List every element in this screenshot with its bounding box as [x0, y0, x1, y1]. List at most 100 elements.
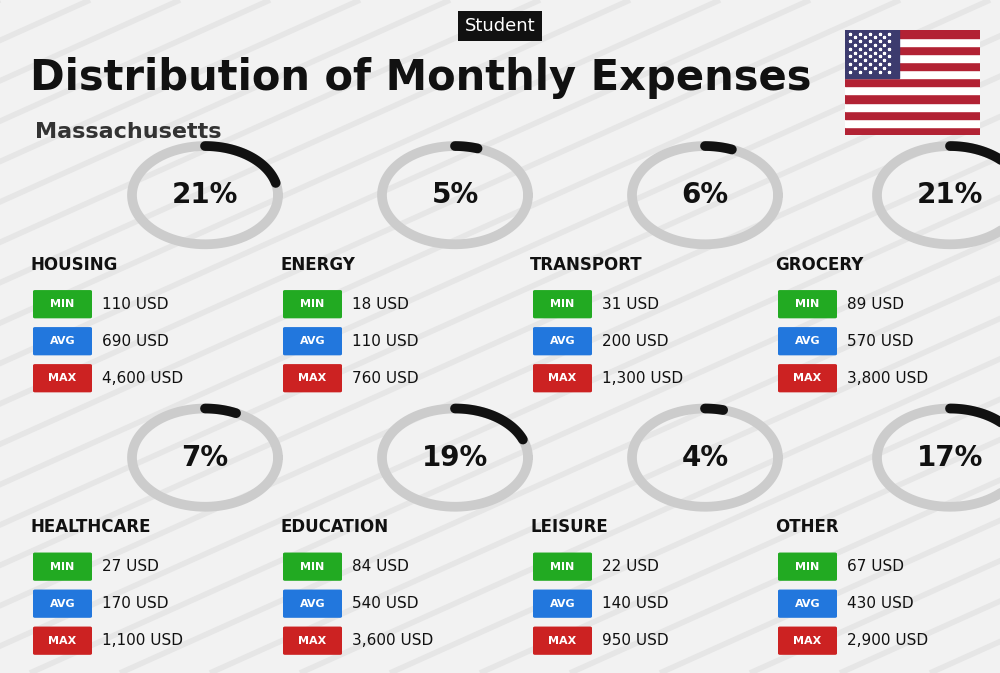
Text: 89 USD: 89 USD	[847, 297, 904, 312]
Text: 17%: 17%	[917, 444, 983, 472]
FancyBboxPatch shape	[33, 590, 92, 618]
Bar	[845, 110, 980, 118]
Bar	[845, 46, 980, 55]
Bar	[845, 71, 980, 79]
Text: 430 USD: 430 USD	[847, 596, 914, 611]
Text: AVG: AVG	[300, 336, 325, 346]
Text: 170 USD: 170 USD	[102, 596, 168, 611]
Text: 540 USD: 540 USD	[352, 596, 419, 611]
Text: 22 USD: 22 USD	[602, 559, 659, 574]
FancyBboxPatch shape	[283, 290, 342, 318]
FancyBboxPatch shape	[533, 364, 592, 392]
Text: 19%: 19%	[422, 444, 488, 472]
FancyBboxPatch shape	[283, 364, 342, 392]
FancyBboxPatch shape	[533, 290, 592, 318]
Text: OTHER: OTHER	[775, 518, 839, 536]
Text: HOUSING: HOUSING	[30, 256, 117, 274]
Text: 67 USD: 67 USD	[847, 559, 904, 574]
Text: 3,800 USD: 3,800 USD	[847, 371, 928, 386]
Text: 21%: 21%	[917, 181, 983, 209]
Bar	[845, 102, 980, 110]
Text: AVG: AVG	[50, 336, 75, 346]
Text: MAX: MAX	[793, 374, 822, 383]
Text: 27 USD: 27 USD	[102, 559, 159, 574]
Text: AVG: AVG	[795, 599, 820, 608]
Bar	[845, 94, 980, 102]
Text: ENERGY: ENERGY	[280, 256, 355, 274]
FancyBboxPatch shape	[533, 553, 592, 581]
Text: Student: Student	[465, 17, 535, 35]
FancyBboxPatch shape	[778, 364, 837, 392]
Text: MAX: MAX	[793, 636, 822, 645]
Text: 200 USD: 200 USD	[602, 334, 669, 349]
Bar	[845, 55, 980, 63]
FancyBboxPatch shape	[533, 590, 592, 618]
Text: Massachusetts: Massachusetts	[35, 122, 222, 143]
Text: 110 USD: 110 USD	[102, 297, 168, 312]
Text: HEALTHCARE: HEALTHCARE	[30, 518, 150, 536]
FancyBboxPatch shape	[283, 627, 342, 655]
Bar	[845, 118, 980, 127]
Text: MIN: MIN	[550, 562, 575, 571]
Text: 690 USD: 690 USD	[102, 334, 169, 349]
Text: 31 USD: 31 USD	[602, 297, 659, 312]
Bar	[845, 63, 980, 71]
Text: 760 USD: 760 USD	[352, 371, 419, 386]
Text: 5%: 5%	[431, 181, 479, 209]
Text: MIN: MIN	[300, 562, 325, 571]
FancyBboxPatch shape	[778, 290, 837, 318]
Text: AVG: AVG	[550, 599, 575, 608]
Text: 4%: 4%	[681, 444, 729, 472]
Text: 3,600 USD: 3,600 USD	[352, 633, 433, 648]
Text: AVG: AVG	[300, 599, 325, 608]
Text: MIN: MIN	[50, 299, 75, 309]
Text: MIN: MIN	[795, 562, 820, 571]
Text: 4,600 USD: 4,600 USD	[102, 371, 183, 386]
FancyBboxPatch shape	[283, 590, 342, 618]
Text: 21%: 21%	[172, 181, 238, 209]
Text: 84 USD: 84 USD	[352, 559, 409, 574]
Text: GROCERY: GROCERY	[775, 256, 863, 274]
FancyBboxPatch shape	[33, 627, 92, 655]
Text: AVG: AVG	[795, 336, 820, 346]
Bar	[845, 127, 980, 135]
Text: AVG: AVG	[550, 336, 575, 346]
Text: MAX: MAX	[548, 374, 577, 383]
FancyBboxPatch shape	[33, 553, 92, 581]
Text: MIN: MIN	[50, 562, 75, 571]
FancyBboxPatch shape	[33, 290, 92, 318]
Text: 140 USD: 140 USD	[602, 596, 669, 611]
Text: 1,100 USD: 1,100 USD	[102, 633, 183, 648]
Text: EDUCATION: EDUCATION	[280, 518, 388, 536]
Text: 950 USD: 950 USD	[602, 633, 669, 648]
Text: LEISURE: LEISURE	[530, 518, 608, 536]
Text: MAX: MAX	[48, 374, 77, 383]
FancyBboxPatch shape	[33, 364, 92, 392]
FancyBboxPatch shape	[778, 590, 837, 618]
Text: MIN: MIN	[550, 299, 575, 309]
FancyBboxPatch shape	[778, 553, 837, 581]
Text: Distribution of Monthly Expenses: Distribution of Monthly Expenses	[30, 57, 812, 99]
Text: 2,900 USD: 2,900 USD	[847, 633, 928, 648]
FancyBboxPatch shape	[778, 327, 837, 355]
FancyBboxPatch shape	[778, 627, 837, 655]
Text: 110 USD: 110 USD	[352, 334, 419, 349]
FancyBboxPatch shape	[283, 327, 342, 355]
Text: MAX: MAX	[298, 374, 327, 383]
Text: MAX: MAX	[548, 636, 577, 645]
FancyBboxPatch shape	[283, 553, 342, 581]
Bar	[845, 38, 980, 46]
FancyBboxPatch shape	[533, 627, 592, 655]
FancyBboxPatch shape	[33, 327, 92, 355]
Text: 570 USD: 570 USD	[847, 334, 914, 349]
Text: 18 USD: 18 USD	[352, 297, 409, 312]
Text: TRANSPORT: TRANSPORT	[530, 256, 643, 274]
Text: MIN: MIN	[300, 299, 325, 309]
Text: 7%: 7%	[181, 444, 229, 472]
Text: 6%: 6%	[681, 181, 729, 209]
Bar	[845, 86, 980, 94]
Bar	[845, 79, 980, 86]
Text: 1,300 USD: 1,300 USD	[602, 371, 683, 386]
Text: AVG: AVG	[50, 599, 75, 608]
Text: MAX: MAX	[48, 636, 77, 645]
